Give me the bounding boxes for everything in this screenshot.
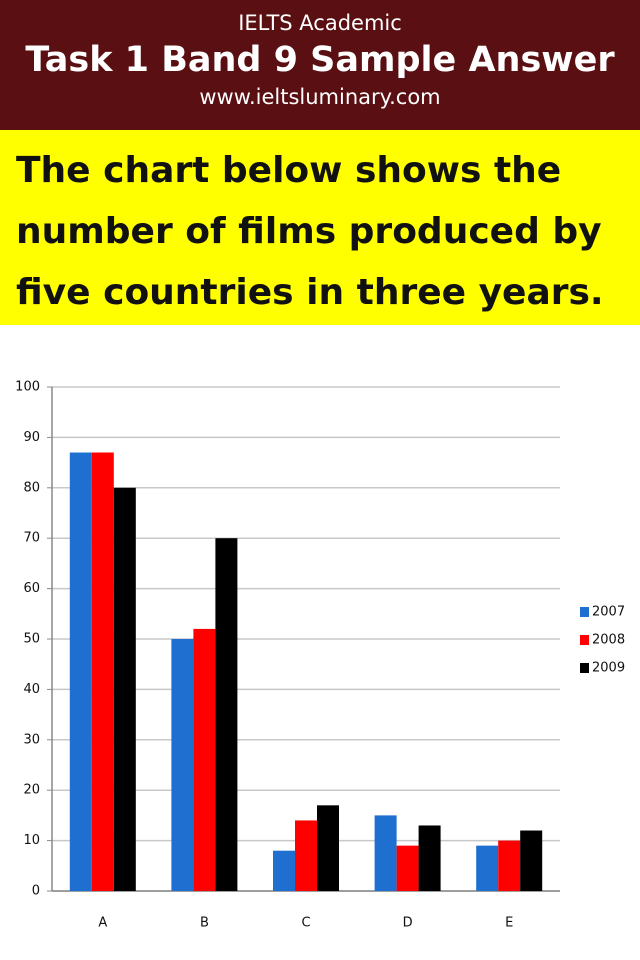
legend-swatch bbox=[580, 607, 589, 617]
y-tick-label: 80 bbox=[23, 480, 40, 495]
y-tick-label: 90 bbox=[23, 430, 40, 445]
legend-label: 2009 bbox=[592, 661, 625, 676]
header: IELTS Academic Task 1 Band 9 Sample Answ… bbox=[0, 0, 640, 130]
x-tick-label: E bbox=[505, 916, 513, 931]
y-tick-label: 50 bbox=[23, 632, 40, 647]
bar bbox=[317, 805, 339, 891]
prompt-line: number of films produced by bbox=[16, 211, 602, 252]
y-tick-label: 20 bbox=[23, 783, 40, 798]
bar bbox=[476, 845, 499, 891]
prompt: The chart below shows the number of film… bbox=[0, 130, 640, 325]
bar bbox=[69, 452, 92, 891]
legend-label: 2008 bbox=[592, 633, 625, 648]
bar bbox=[171, 639, 194, 891]
chart: 0 10 20 30 40 50 60 70 80 90 100 A B C D E 2007 2008 2009 bbox=[15, 380, 625, 931]
y-tick-label: 30 bbox=[23, 732, 40, 747]
bar bbox=[273, 850, 295, 891]
y-tick-label: 10 bbox=[23, 833, 40, 848]
y-tick-label: 70 bbox=[23, 531, 40, 546]
x-tick-label: C bbox=[301, 916, 310, 931]
x-tick-label: B bbox=[200, 916, 209, 931]
bar bbox=[396, 845, 419, 891]
header-url: www.ieltsluminary.com bbox=[199, 85, 441, 109]
prompt-line: five countries in three years. bbox=[16, 272, 604, 313]
bar bbox=[193, 628, 216, 891]
x-tick-label: A bbox=[98, 916, 107, 931]
header-title: Task 1 Band 9 Sample Answer bbox=[25, 40, 615, 80]
bar bbox=[295, 820, 317, 891]
bar bbox=[91, 452, 114, 891]
prompt-line: The chart below shows the bbox=[16, 150, 562, 191]
y-tick-label: 0 bbox=[32, 884, 40, 899]
bar bbox=[498, 840, 521, 891]
y-tick-label: 40 bbox=[23, 682, 40, 697]
x-tick-label: D bbox=[403, 916, 413, 931]
legend-swatch bbox=[580, 635, 589, 645]
bar bbox=[215, 538, 238, 891]
header-subtitle: IELTS Academic bbox=[238, 11, 402, 35]
legend-label: 2007 bbox=[592, 605, 625, 620]
bar bbox=[113, 487, 136, 891]
legend-swatch bbox=[580, 663, 589, 673]
bar bbox=[374, 815, 397, 891]
bar bbox=[520, 830, 543, 891]
y-tick-label: 60 bbox=[23, 581, 40, 596]
y-tick-label: 100 bbox=[15, 380, 40, 395]
bar bbox=[418, 825, 441, 891]
